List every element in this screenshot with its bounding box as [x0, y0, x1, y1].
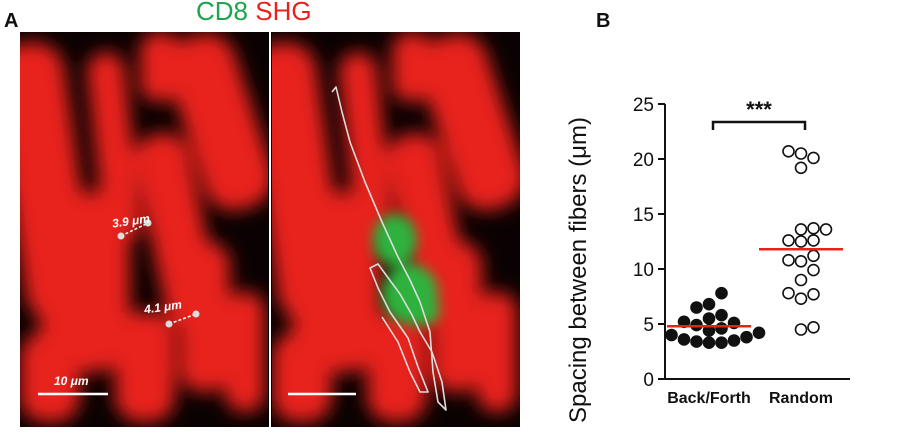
x-category-label: Back/Forth [667, 390, 751, 407]
data-point [794, 161, 808, 175]
axes [664, 104, 850, 380]
y-tick-label: 15 [633, 205, 654, 226]
x-category-label: Random [769, 390, 833, 407]
data-point [794, 223, 808, 236]
data-point [740, 330, 753, 344]
data-point [782, 234, 795, 247]
data-point [702, 312, 716, 325]
data-point [702, 297, 716, 311]
data-point [807, 249, 820, 263]
data-point [794, 273, 808, 287]
y-tick-label: 5 [643, 315, 654, 336]
scale-bar-label: 10 μm [54, 374, 89, 388]
micrograph-panel [20, 32, 520, 427]
data-point [807, 320, 820, 334]
cd8-label: CD8 [196, 0, 249, 26]
data-point [715, 322, 728, 335]
panel-b-letter: B [596, 10, 611, 32]
data-point [794, 235, 808, 248]
bracket-line [711, 120, 807, 130]
data-point [794, 147, 808, 160]
data-point [665, 328, 678, 342]
data-point [715, 336, 728, 350]
y-tick-label: 20 [633, 150, 654, 171]
data-point [807, 151, 820, 165]
mean-lines [667, 247, 843, 328]
spacing-chart: Spacing between fibers (μm) 0 5 10 15 20 25 B… [565, 95, 850, 423]
measurement-dot [192, 310, 200, 318]
data-point [807, 287, 820, 301]
right-micrograph [243, 32, 520, 422]
data-point [690, 335, 703, 348]
cell-track [331, 86, 447, 411]
data-point [782, 253, 795, 267]
data-point [794, 323, 808, 336]
data-point [807, 222, 820, 235]
y-tick-label: 0 [643, 370, 654, 391]
data-point [677, 333, 691, 346]
data-point [752, 326, 766, 340]
data-point [819, 223, 833, 236]
significance-stars: *** [746, 97, 772, 122]
data-point [794, 292, 808, 306]
y-ticks: 0 5 10 15 20 25 [633, 95, 665, 391]
significance-bracket: *** [711, 97, 807, 130]
data-point [715, 308, 728, 322]
data-point [782, 145, 795, 158]
data-point [727, 334, 741, 347]
data-point [782, 286, 795, 300]
measurement-dot [144, 219, 152, 227]
data-points [665, 145, 833, 350]
panel-a-title: CD8 SHG [196, 0, 312, 27]
y-tick-label: 10 [633, 260, 654, 281]
cd8-t-cell [373, 214, 440, 326]
data-point [807, 234, 820, 247]
y-tick-label: 25 [633, 95, 654, 116]
panel-a-letter: A [4, 10, 19, 32]
data-point [794, 255, 808, 268]
data-point [690, 301, 703, 314]
data-point [715, 286, 728, 300]
measurement-dot [117, 232, 125, 240]
x-categories: Back/Forth Random [667, 390, 833, 407]
data-point [702, 336, 716, 350]
shg-label: SHG [255, 0, 312, 26]
y-axis-label: Spacing between fibers (μm) [565, 117, 592, 423]
measurement-dot [165, 320, 173, 328]
data-point [807, 263, 820, 277]
